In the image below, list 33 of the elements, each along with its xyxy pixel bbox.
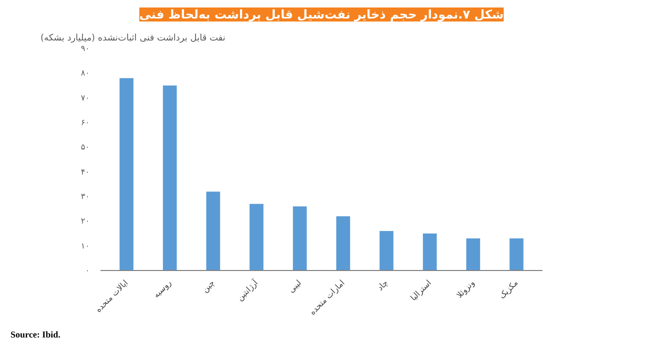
x-tick-label: آرژانتین [234,277,260,303]
y-tick-label: ۴۰ [80,167,90,176]
bar [206,192,220,270]
source-note: Source: Ibid. [10,330,60,340]
x-tick-label: امارات متحده [308,278,346,317]
y-tick-label: ۳۰ [80,192,90,201]
y-tick-label: ۱۰ [80,241,90,250]
x-tick-label: ونزوئلا [454,278,476,300]
bar [422,234,437,270]
bar [336,216,350,270]
x-tick-label: لیبی [286,278,304,295]
bar [162,86,177,270]
y-tick-label: ۹۰ [80,44,90,53]
y-tick-label: ۸۰ [80,68,90,78]
y-tick-label: ۵۰ [80,142,90,152]
chart-title: شکل ۷.نمودار حجم ذخایر نفت‌شیل قابل برداشت به‌لحاظ فنی [139,8,504,22]
bar [466,238,480,270]
x-tick-label: چین [200,278,216,294]
y-tick-label: ۰ [85,266,90,275]
bar [120,78,134,270]
x-tick-label: چاد [376,278,390,292]
x-tick-label: ایالات متحده [94,278,130,314]
y-tick-label: ۶۰ [80,118,90,127]
bar [292,206,307,270]
y-axis-title: نفت قابل برداشت فنی اثبات‌نشده (میلیارد بشکه) [40,34,226,44]
x-tick-label: مکزیک [497,278,520,301]
x-tick-label: استرالیا [408,278,434,303]
bar [380,231,394,270]
y-tick-label: ۷۰ [80,93,90,102]
bar [510,238,524,270]
x-tick-label: روسیه [152,278,174,300]
bar [250,204,264,270]
y-tick-label: ۲۰ [80,216,90,226]
